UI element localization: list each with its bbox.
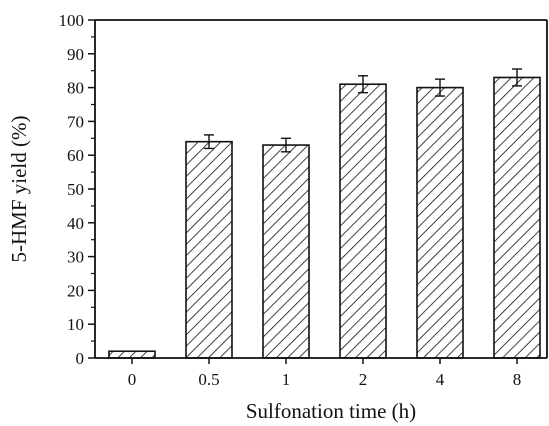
y-tick-label: 30 xyxy=(67,248,84,267)
bar-8 xyxy=(493,76,541,359)
bar-4 xyxy=(416,86,464,359)
x-tick-label: 1 xyxy=(282,370,291,389)
error-bar-1 xyxy=(281,137,291,153)
y-axis: 0 10 20 30 40 50 60 70 80 90 100 xyxy=(59,11,95,368)
error-bar-4 xyxy=(435,78,445,97)
error-bar-2 xyxy=(358,75,368,94)
bar-2 xyxy=(339,83,387,359)
y-tick-label: 100 xyxy=(59,11,85,30)
y-tick-label: 70 xyxy=(67,112,84,131)
error-bar-8 xyxy=(512,68,522,87)
x-tick-label: 2 xyxy=(359,370,368,389)
y-tick-label: 10 xyxy=(67,315,84,334)
y-tick-label: 90 xyxy=(67,45,84,64)
y-tick-label: 0 xyxy=(76,349,85,368)
y-tick-label: 50 xyxy=(67,180,84,199)
error-bar-0.5 xyxy=(204,134,214,150)
x-tick-label: 8 xyxy=(513,370,522,389)
bar-1 xyxy=(262,144,310,359)
x-axis: 0 0.5 1 2 4 8 xyxy=(128,358,522,389)
x-tick-label: 0.5 xyxy=(198,370,219,389)
bar-0 xyxy=(108,350,156,359)
y-tick-label: 20 xyxy=(67,281,84,300)
x-tick-label: 4 xyxy=(436,370,445,389)
x-tick-label: 0 xyxy=(128,370,137,389)
bar-0.5 xyxy=(185,140,233,359)
bars xyxy=(108,76,541,359)
error-bars xyxy=(204,68,522,153)
y-tick-label: 40 xyxy=(67,214,84,233)
y-axis-title: 5-HMF yield (%) xyxy=(7,116,31,263)
y-tick-label: 60 xyxy=(67,146,84,165)
y-tick-label: 80 xyxy=(67,79,84,98)
x-axis-title: Sulfonation time (h) xyxy=(246,399,416,423)
plot-frame xyxy=(94,19,548,359)
